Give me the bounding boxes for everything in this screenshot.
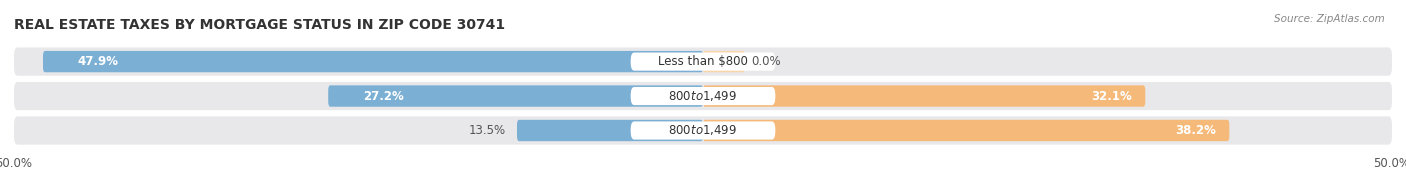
FancyBboxPatch shape — [328, 85, 703, 107]
FancyBboxPatch shape — [631, 53, 775, 71]
Text: 47.9%: 47.9% — [77, 55, 118, 68]
FancyBboxPatch shape — [517, 120, 703, 141]
Text: 38.2%: 38.2% — [1174, 124, 1216, 137]
FancyBboxPatch shape — [631, 87, 775, 105]
Text: 0.0%: 0.0% — [751, 55, 780, 68]
Text: Source: ZipAtlas.com: Source: ZipAtlas.com — [1274, 14, 1385, 24]
FancyBboxPatch shape — [14, 47, 1392, 76]
Text: REAL ESTATE TAXES BY MORTGAGE STATUS IN ZIP CODE 30741: REAL ESTATE TAXES BY MORTGAGE STATUS IN … — [14, 18, 505, 33]
FancyBboxPatch shape — [631, 121, 775, 140]
Text: 13.5%: 13.5% — [468, 124, 506, 137]
FancyBboxPatch shape — [703, 51, 744, 72]
FancyBboxPatch shape — [14, 82, 1392, 110]
Text: $800 to $1,499: $800 to $1,499 — [668, 89, 738, 103]
Text: $800 to $1,499: $800 to $1,499 — [668, 123, 738, 137]
Text: 32.1%: 32.1% — [1091, 90, 1132, 103]
FancyBboxPatch shape — [703, 85, 1146, 107]
FancyBboxPatch shape — [44, 51, 703, 72]
Text: 27.2%: 27.2% — [363, 90, 404, 103]
FancyBboxPatch shape — [14, 116, 1392, 145]
FancyBboxPatch shape — [703, 120, 1229, 141]
Text: Less than $800: Less than $800 — [658, 55, 748, 68]
